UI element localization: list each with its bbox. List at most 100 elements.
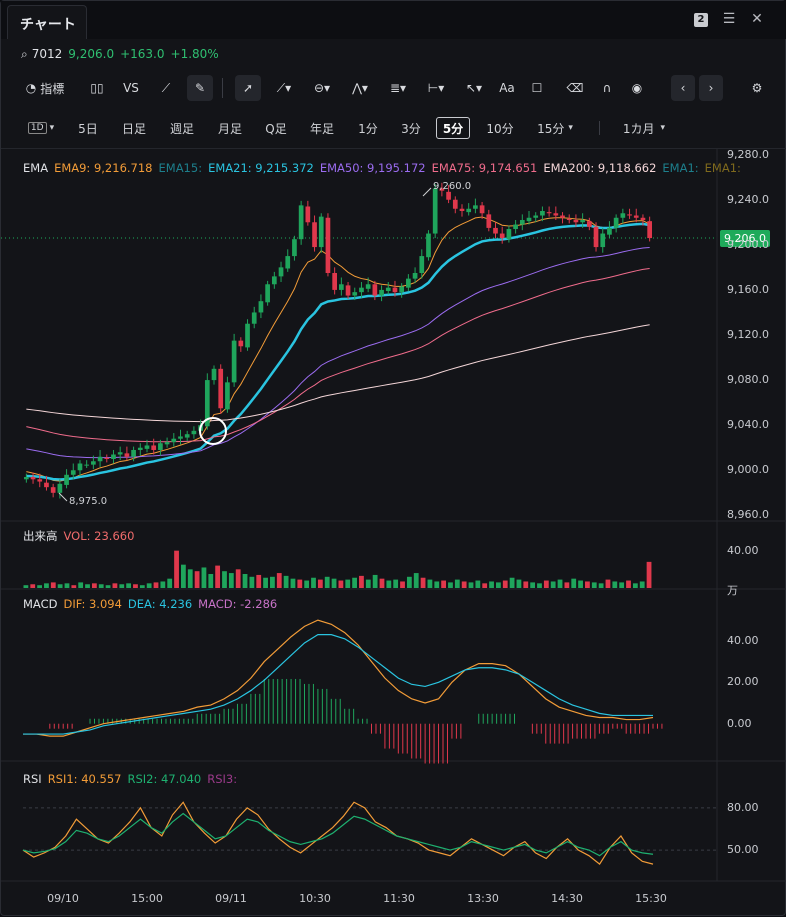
- period-weekly[interactable]: 週足: [169, 121, 194, 136]
- period-5d[interactable]: 5日: [78, 121, 98, 136]
- symbol-code: 7012: [31, 47, 63, 61]
- volume-value: VOL: 23.660: [63, 529, 135, 543]
- trendline-icon[interactable]: ⟋▾: [276, 80, 292, 95]
- rsi-legend: RSI RSI1: 40.557 RSI2: 47.040 RSI3:: [23, 772, 243, 786]
- candle: [84, 464, 90, 466]
- volume-bar: [160, 581, 166, 588]
- low-leader: [58, 492, 68, 502]
- candle: [305, 206, 311, 223]
- interval-select[interactable]: 1D ▾: [23, 117, 59, 139]
- period-10min[interactable]: 10分: [486, 121, 514, 136]
- volume-bar: [283, 575, 289, 588]
- text-tool-button[interactable]: Aa: [499, 81, 515, 95]
- candle: [245, 323, 250, 348]
- comment-icon[interactable]: ☐: [531, 81, 543, 95]
- close-icon[interactable]: ✕: [751, 11, 763, 27]
- candle: [406, 278, 411, 288]
- period-monthly[interactable]: 月足: [217, 121, 242, 136]
- pattern-icon[interactable]: ⋀▾: [352, 81, 368, 95]
- macd-dea-line: [23, 634, 653, 735]
- period-1month-label: 1カ月: [622, 121, 655, 136]
- ema200-label: EMA200: 9,118.662: [543, 161, 657, 175]
- ema1-label-b: EMA1:: [704, 161, 741, 175]
- candle: [419, 256, 425, 273]
- period-daily[interactable]: 日足: [121, 121, 146, 136]
- shape-icon[interactable]: ⊖▾: [313, 81, 331, 95]
- candle: [533, 215, 539, 218]
- candle: [50, 487, 56, 493]
- volume-bar: [290, 578, 296, 588]
- arrow-icon[interactable]: ↖▾: [465, 81, 483, 95]
- compare-button[interactable]: VS: [123, 81, 139, 95]
- candle: [446, 191, 451, 200]
- volume-bar: [304, 580, 310, 588]
- volume-bar: [153, 582, 159, 588]
- candle: [137, 447, 143, 450]
- magnet-icon[interactable]: ∩: [602, 81, 612, 95]
- volume-bar: [133, 584, 138, 588]
- next-arrow-icon[interactable]: ›: [699, 75, 723, 101]
- candle: [339, 284, 344, 290]
- measure-icon[interactable]: ⊢▾: [427, 81, 445, 95]
- period-5min[interactable]: 5分: [436, 117, 470, 139]
- candle: [204, 380, 210, 427]
- candle: [546, 212, 552, 214]
- candle: [345, 285, 351, 296]
- ema9-line: [26, 216, 650, 482]
- candle: [352, 292, 358, 296]
- candle: [526, 217, 532, 222]
- indicators-button[interactable]: ◔ 指標: [19, 75, 71, 101]
- x-axis-tick: 15:30: [635, 892, 667, 905]
- candle: [184, 434, 190, 438]
- volume-bar: [126, 583, 132, 588]
- prev-arrow-icon[interactable]: ‹: [671, 75, 695, 101]
- candle: [37, 479, 43, 482]
- last-price-tag: 9,206.0: [720, 230, 770, 248]
- candle: [426, 233, 431, 258]
- period-15min[interactable]: 15分 ▾: [529, 117, 581, 139]
- eraser-icon[interactable]: ⌫: [566, 81, 584, 95]
- interval-label: 1D: [27, 122, 47, 134]
- period-1month[interactable]: 1カ月 ▾: [613, 117, 675, 139]
- candle-type-icon[interactable]: ▯▯: [90, 81, 104, 95]
- tab-chart[interactable]: チャート: [7, 5, 87, 39]
- search-icon[interactable]: ⌕: [21, 47, 28, 61]
- draw-pen-icon[interactable]: ✎: [187, 75, 213, 101]
- list-icon[interactable]: ☰: [722, 11, 736, 27]
- macd-axis-tick: 20.00: [727, 675, 759, 689]
- volume-bar: [386, 580, 392, 588]
- eye-icon[interactable]: ◉: [631, 81, 643, 95]
- candle: [64, 474, 69, 485]
- window-count-badge[interactable]: 2: [694, 13, 708, 27]
- volume-bar: [222, 571, 227, 588]
- period-1min[interactable]: 1分: [358, 121, 378, 136]
- chart-style-icon[interactable]: ⟋: [161, 80, 171, 95]
- candle: [251, 312, 257, 324]
- cursor-icon[interactable]: ➚: [235, 75, 261, 101]
- period-quarterly[interactable]: Q足: [265, 121, 287, 136]
- volume-bar: [523, 581, 529, 588]
- volume-bar: [598, 583, 604, 588]
- candle: [70, 470, 76, 475]
- ema50-line: [26, 247, 650, 459]
- fibonacci-icon[interactable]: ≣▾: [389, 81, 407, 95]
- candle: [399, 286, 405, 293]
- period-yearly[interactable]: 年足: [309, 121, 334, 136]
- divider: [1, 148, 786, 149]
- period-3min[interactable]: 3分: [401, 121, 421, 136]
- toolbar-divider: [222, 78, 223, 98]
- volume-bar: [64, 583, 70, 588]
- settings-icon[interactable]: ⚙: [751, 81, 763, 95]
- ema75-line: [26, 268, 650, 443]
- volume-bar: [249, 576, 255, 588]
- volume-bar: [626, 580, 631, 588]
- candle: [432, 188, 438, 234]
- volume-bar: [98, 584, 104, 588]
- candle: [573, 220, 579, 223]
- period-divider: [599, 121, 600, 135]
- volume-bar: [201, 567, 207, 588]
- volume-bar: [619, 582, 625, 588]
- candle: [298, 205, 304, 240]
